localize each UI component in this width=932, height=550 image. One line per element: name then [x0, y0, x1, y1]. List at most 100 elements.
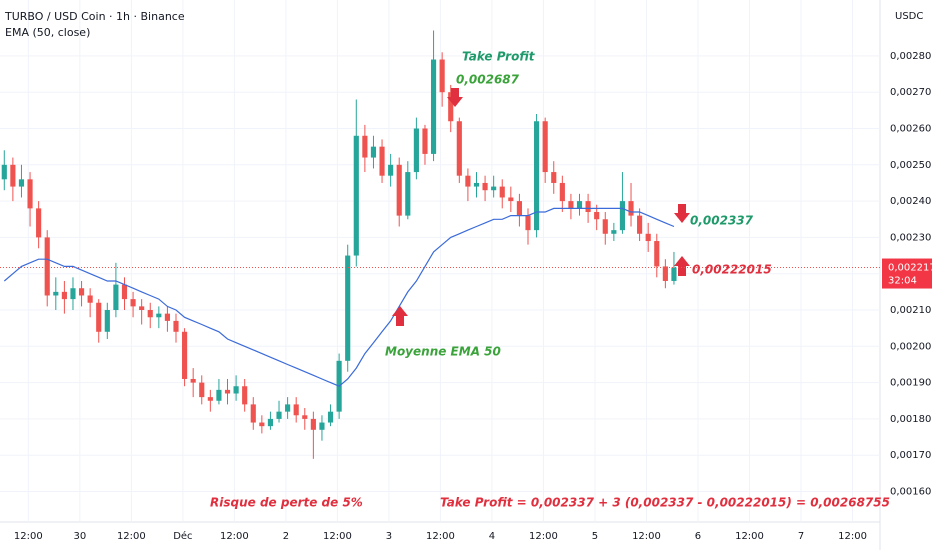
- candle-body: [18, 179, 25, 187]
- candle-body: [327, 411, 334, 423]
- candle-body: [319, 422, 325, 430]
- annotation: 0,002337: [690, 214, 754, 228]
- current-price-label: 0,002217: [888, 263, 932, 274]
- arrow-down: [447, 88, 463, 107]
- candle-body: [285, 404, 291, 412]
- candle-body: [534, 121, 540, 231]
- x-tick-label: 12:00: [735, 531, 764, 542]
- candle-body: [173, 320, 179, 332]
- candle-body: [439, 59, 445, 93]
- candle-body: [233, 386, 239, 394]
- candle-body: [559, 182, 565, 202]
- candle-body: [44, 237, 50, 296]
- candle-body: [405, 172, 411, 216]
- candle-body: [576, 201, 583, 209]
- candle-body: [473, 182, 480, 187]
- countdown-label: 32:04: [888, 276, 917, 287]
- candle-body: [224, 389, 231, 394]
- candle-body: [602, 219, 608, 234]
- candle-body: [465, 175, 471, 187]
- x-tick-label: Déc: [173, 530, 192, 542]
- candle-body: [619, 201, 626, 231]
- candle-body: [345, 255, 351, 361]
- x-tick-label: 30: [73, 531, 86, 542]
- candle-body: [164, 313, 170, 321]
- candle-body: [516, 201, 522, 216]
- candle-body: [78, 288, 85, 296]
- x-tick-label: 12:00: [14, 531, 43, 542]
- annotation: 0,002687: [456, 73, 520, 87]
- candle-body: [628, 201, 634, 216]
- candle-body: [121, 284, 128, 300]
- x-tick-label: 3: [386, 531, 392, 542]
- annotation: 0,00222015: [692, 263, 772, 277]
- candle-body: [353, 135, 359, 256]
- candle-body: [310, 418, 316, 430]
- candle-body: [662, 266, 668, 281]
- candle-body: [104, 310, 110, 332]
- x-tick-label: 12:00: [117, 531, 146, 542]
- x-tick-label: 6: [695, 531, 701, 542]
- candle-body: [70, 288, 76, 300]
- candle-body: [413, 128, 419, 173]
- x-tick-label: 12:00: [426, 531, 455, 542]
- candle-body: [242, 386, 248, 405]
- x-tick-label: 12:00: [323, 531, 352, 542]
- x-tick-label: 7: [798, 531, 804, 542]
- candle-body: [27, 179, 33, 209]
- candle-body: [551, 172, 557, 183]
- x-tick-label: 12:00: [529, 531, 558, 542]
- chart-title: TURBO / USD Coin · 1h · Binance: [4, 10, 185, 23]
- candle-body: [139, 306, 145, 311]
- candle-body: [430, 59, 437, 154]
- x-tick-label: 12:00: [632, 531, 661, 542]
- x-tick-label: 4: [489, 531, 495, 542]
- x-tick-label: 12:00: [838, 531, 867, 542]
- annotation: Take Profit = 0,002337 + 3 (0,002337 - 0…: [440, 496, 890, 510]
- candle-body: [147, 310, 153, 318]
- candle-body: [276, 411, 282, 419]
- candle-body: [302, 415, 308, 419]
- candle-body: [207, 397, 213, 401]
- candle-body: [267, 418, 274, 427]
- candle-body: [594, 211, 600, 220]
- x-tick-label: 5: [592, 531, 598, 542]
- arrow-up: [392, 306, 408, 326]
- y-tick-label: 0,002800: [890, 51, 932, 62]
- indicator-label: EMA (50, close): [5, 26, 90, 39]
- candle-body: [654, 241, 660, 267]
- candle-body: [87, 295, 93, 303]
- candle-body: [156, 313, 162, 318]
- arrow-down: [674, 204, 690, 223]
- candle-body: [456, 121, 462, 176]
- candle-body: [199, 382, 205, 398]
- candle-body: [585, 201, 591, 212]
- candle-body: [1, 164, 7, 180]
- candle-body: [525, 215, 531, 231]
- candle-body: [53, 291, 59, 296]
- candle-body: [293, 404, 299, 416]
- candle-body: [61, 291, 67, 300]
- candle-body: [508, 197, 514, 202]
- x-tick-label: 2: [283, 531, 289, 542]
- candle-body: [499, 186, 505, 198]
- candle-body: [36, 208, 42, 238]
- candle-body: [637, 215, 643, 234]
- candle-body: [448, 92, 454, 122]
- candle-body: [250, 404, 256, 423]
- candle-body: [216, 389, 222, 401]
- candle-body: [611, 230, 617, 234]
- candle-body: [388, 164, 394, 176]
